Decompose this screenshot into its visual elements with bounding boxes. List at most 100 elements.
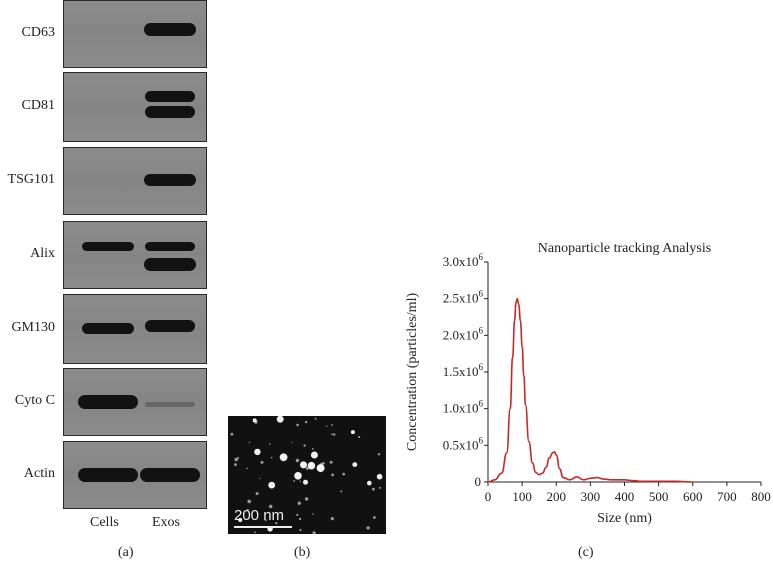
particle	[264, 519, 267, 522]
particle	[268, 481, 276, 489]
chart-title: Nanoparticle tracking Analysis	[538, 241, 711, 256]
particle	[230, 432, 234, 436]
x-tick-label: 700	[717, 489, 737, 504]
particle	[331, 473, 334, 477]
particle	[366, 526, 370, 530]
band	[78, 394, 138, 409]
particle	[377, 453, 381, 456]
scale-bar	[234, 526, 292, 528]
blot-label: Alix	[30, 246, 55, 261]
particle	[254, 448, 261, 456]
particle	[367, 480, 372, 486]
particle	[340, 490, 343, 493]
x-tick-label: 800	[751, 489, 771, 504]
particle	[373, 516, 376, 519]
particle	[248, 441, 251, 444]
x-tick-label: 100	[512, 489, 532, 504]
blot-label: GM130	[11, 320, 55, 335]
particle	[246, 508, 249, 511]
band	[145, 90, 195, 102]
particle	[352, 462, 358, 467]
blot-label: Cyto C	[14, 393, 55, 408]
y-axis-label: Concentration (particles/ml)	[405, 293, 420, 452]
blot-cd63	[63, 0, 207, 68]
blot-cyto-c	[63, 368, 207, 436]
particle	[259, 477, 261, 479]
particle	[260, 460, 264, 464]
particle	[293, 480, 296, 482]
lane-label: Exos	[152, 515, 180, 530]
particle	[378, 486, 381, 489]
particle	[350, 430, 355, 435]
particle	[304, 497, 309, 501]
series-line	[487, 297, 693, 483]
band	[144, 257, 196, 271]
band	[82, 241, 134, 251]
particle	[298, 517, 302, 521]
particle	[305, 466, 309, 470]
blot-tsg101	[63, 147, 207, 215]
band	[145, 401, 195, 407]
band	[145, 105, 195, 118]
particle	[311, 448, 314, 450]
y-tick-label: 1.0x106	[443, 399, 484, 416]
particle	[294, 472, 302, 480]
particle	[329, 460, 333, 464]
particle	[300, 461, 307, 469]
particle	[297, 501, 301, 505]
particle	[296, 513, 299, 516]
particle	[270, 456, 273, 459]
caption-b: (b)	[294, 545, 311, 560]
particle	[268, 504, 273, 509]
x-tick-label: 500	[649, 489, 669, 504]
particle	[246, 467, 248, 470]
particle	[299, 480, 301, 482]
lane-label: Cells	[90, 515, 119, 530]
particle	[310, 451, 318, 459]
particle	[238, 517, 243, 523]
blot-label: Actin	[23, 466, 55, 481]
x-tick-label: 200	[547, 489, 567, 504]
blot-gm130	[63, 294, 207, 364]
blot-label: CD63	[21, 25, 55, 40]
particle	[296, 423, 299, 427]
particle	[234, 463, 237, 466]
blot-label: CD81	[21, 98, 55, 113]
blot-alix	[63, 221, 207, 289]
particle	[234, 457, 238, 462]
particle	[376, 473, 383, 480]
y-tick-label: 0	[475, 474, 482, 489]
particle	[372, 487, 375, 491]
tem-image: 200 nm	[228, 416, 386, 534]
particle	[247, 499, 251, 504]
band	[145, 241, 195, 251]
blot-actin	[63, 441, 207, 509]
particle	[333, 433, 336, 436]
particle	[275, 522, 278, 525]
blot-cd81	[63, 72, 207, 142]
particle	[358, 435, 361, 439]
particle	[321, 462, 325, 465]
y-tick-label: 0.5x106	[443, 435, 484, 452]
x-tick-label: 300	[581, 489, 601, 504]
particle	[331, 433, 333, 435]
caption-c: (c)	[578, 545, 594, 560]
particle	[330, 517, 334, 521]
particle	[325, 425, 328, 427]
particle	[314, 417, 317, 420]
particle	[276, 416, 284, 423]
particle	[295, 458, 300, 463]
band	[145, 319, 195, 332]
x-tick-label: 600	[683, 489, 703, 504]
particle	[312, 513, 314, 515]
nta-chart: Nanoparticle tracking Analysis 0 100 200 300…	[405, 241, 771, 526]
y-tick-label: 2.0x106	[443, 325, 484, 342]
blot-label: TSG101	[7, 172, 55, 187]
particle	[254, 531, 256, 534]
x-axis-label: Size (nm)	[597, 511, 652, 526]
band	[144, 173, 196, 186]
particle	[303, 479, 308, 485]
particle	[307, 461, 316, 470]
particle	[291, 441, 293, 443]
scale-bar-label: 200 nm	[234, 507, 285, 524]
